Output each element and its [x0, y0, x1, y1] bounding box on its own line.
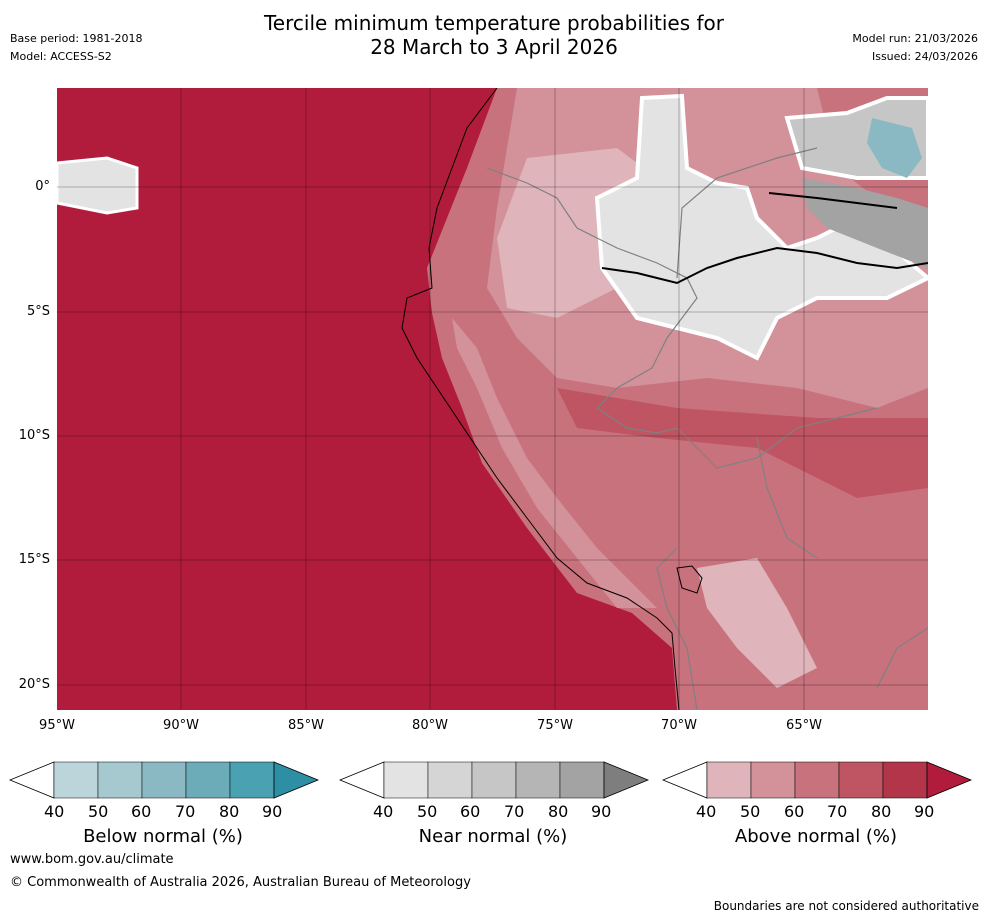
title-line-2: 28 March to 3 April 2026 — [370, 35, 618, 59]
colorbar-0-segment-2 — [97, 761, 143, 799]
cb2-tick-80: 80 — [871, 802, 892, 821]
cb0-tick-50: 50 — [88, 802, 109, 821]
colorbar-1-segment-3 — [471, 761, 517, 799]
lon-label-70w: 70°W — [661, 718, 697, 733]
colorbar-1-max-triangle — [603, 761, 650, 799]
major-river — [601, 192, 928, 285]
cb2-tick-40: 40 — [696, 802, 717, 821]
cb0-tick-90: 90 — [262, 802, 283, 821]
colorbar-1-segment-1 — [383, 761, 429, 799]
coastline — [401, 88, 680, 710]
colorbar-near-normal — [338, 761, 650, 799]
lon-label-80w: 80°W — [412, 718, 448, 733]
near-normal-region — [594, 93, 928, 361]
colorbar-2-segment-1 — [706, 761, 752, 799]
cb1-tick-90: 90 — [591, 802, 612, 821]
lat-label-0: 0° — [35, 179, 50, 194]
colorbar-0-segment-4 — [185, 761, 231, 799]
above-normal-title: Above normal (%) — [734, 826, 898, 847]
cb0-tick-80: 80 — [219, 802, 240, 821]
colorbar-2-segment-3 — [794, 761, 840, 799]
colorbar-2-min-triangle — [661, 761, 708, 799]
lat-label-20s: 20°S — [18, 677, 50, 692]
southeast-above-normal-50 — [697, 558, 817, 688]
coast-above-normal-60 — [452, 318, 657, 608]
cb1-tick-80: 80 — [548, 802, 569, 821]
colorbar-1-min-triangle — [338, 761, 385, 799]
colorbar-below-normal — [8, 761, 320, 799]
colorbar-2-segment-5 — [882, 761, 928, 799]
base-period: Base period: 1981-2018 — [10, 32, 143, 45]
cb2-tick-70: 70 — [827, 802, 848, 821]
website-link[interactable]: www.bom.gov.au/climate — [10, 852, 174, 867]
below-normal-patch — [867, 118, 922, 178]
page-title: Tercile minimum temperature probabilitie… — [0, 11, 988, 59]
cb0-tick-70: 70 — [175, 802, 196, 821]
model-run: Model run: 21/03/2026 — [852, 32, 978, 45]
cb2-tick-50: 50 — [740, 802, 761, 821]
colorbar-1-segment-2 — [427, 761, 473, 799]
lon-label-85w: 85°W — [288, 718, 324, 733]
lon-label-95w: 95°W — [39, 718, 75, 733]
colorbar-0-segment-3 — [141, 761, 187, 799]
colorbar-2-segment-2 — [750, 761, 796, 799]
lon-label-75w: 75°W — [537, 718, 573, 733]
gridlines — [57, 88, 928, 710]
cb2-tick-90: 90 — [914, 802, 935, 821]
colorbar-0-segment-5 — [229, 761, 275, 799]
colorbar-1-segment-5 — [559, 761, 605, 799]
metadata-left: Base period: 1981-2018 Model: ACCESS-S2 — [10, 30, 142, 66]
lat-label-10s: 10°S — [18, 428, 50, 443]
cb1-tick-70: 70 — [504, 802, 525, 821]
colorbar-0-min-triangle — [8, 761, 55, 799]
lat-label-5s: 5°S — [26, 304, 50, 319]
below-normal-title: Below normal (%) — [83, 826, 243, 847]
cb0-tick-40: 40 — [44, 802, 65, 821]
coast-above-normal-80 — [557, 388, 928, 498]
issued-date: Issued: 24/03/2026 — [871, 50, 978, 63]
galapagos-near-normal — [57, 156, 139, 215]
colorbars — [8, 761, 973, 799]
cb1-tick-40: 40 — [373, 802, 394, 821]
disclaimer-text: Boundaries are not considered authoritat… — [713, 899, 979, 913]
lat-label-15s: 15°S — [18, 552, 50, 567]
cb1-tick-60: 60 — [460, 802, 481, 821]
colorbar-0-max-triangle — [273, 761, 320, 799]
colorbar-2-segment-4 — [838, 761, 884, 799]
metadata-right: Model run: 21/03/2026 Issued: 24/03/2026 — [852, 30, 978, 66]
model-name: Model: ACCESS-S2 — [10, 50, 112, 63]
title-line-1: Tercile minimum temperature probabilitie… — [263, 11, 725, 35]
lake-titicaca — [676, 565, 703, 594]
near-normal-title: Near normal (%) — [418, 826, 568, 847]
copyright-text: © Commonwealth of Australia 2026, Austra… — [10, 875, 471, 890]
probability-map — [57, 88, 928, 710]
colorbar-0-segment-1 — [53, 761, 99, 799]
colorbar-above-normal — [661, 761, 973, 799]
colorbar-2-max-triangle — [926, 761, 973, 799]
cb2-tick-60: 60 — [784, 802, 805, 821]
colorbar-1-segment-4 — [515, 761, 561, 799]
cb0-tick-60: 60 — [131, 802, 152, 821]
lon-label-90w: 90°W — [163, 718, 199, 733]
lon-label-65w: 65°W — [786, 718, 822, 733]
cb1-tick-50: 50 — [417, 802, 438, 821]
country-borders — [486, 147, 928, 710]
